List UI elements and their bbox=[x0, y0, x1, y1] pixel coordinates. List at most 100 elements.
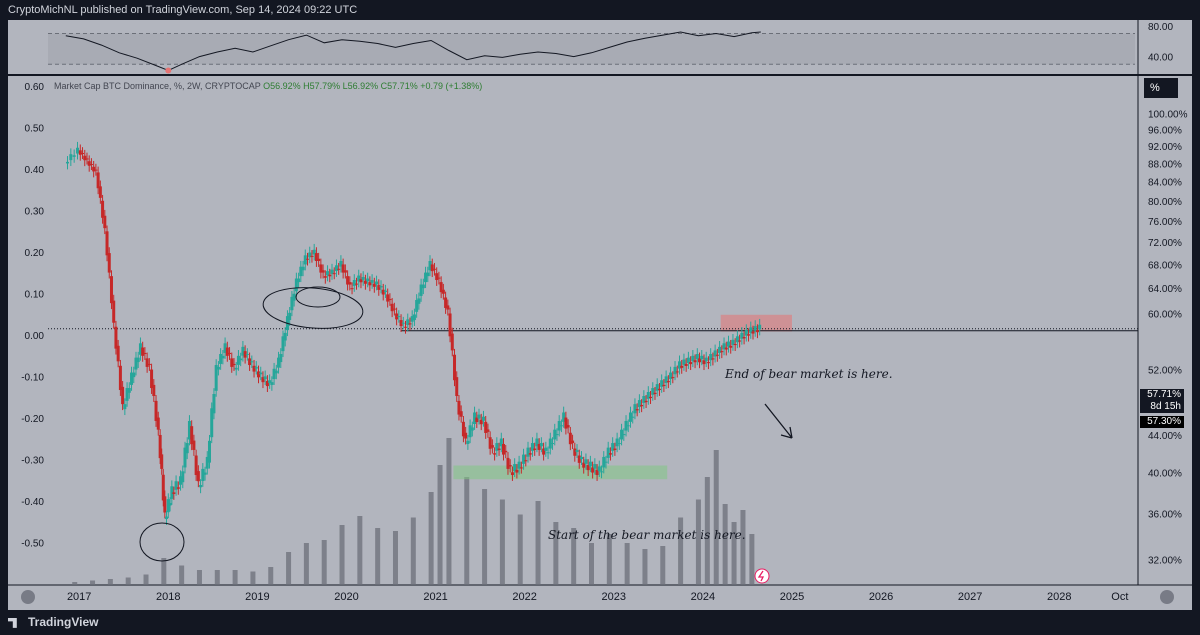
candle-body bbox=[263, 376, 267, 380]
candle-body bbox=[441, 289, 445, 294]
candle-body bbox=[588, 461, 592, 467]
candle-body bbox=[711, 358, 715, 360]
candle-body bbox=[377, 285, 381, 290]
candle-body bbox=[751, 331, 755, 334]
candle-body bbox=[256, 371, 260, 378]
down-arrow-icon bbox=[764, 403, 793, 439]
candle-body bbox=[582, 462, 586, 468]
tradingview-logo[interactable]: TradingView bbox=[8, 610, 98, 635]
volume-bar bbox=[695, 499, 701, 585]
candle-body bbox=[158, 434, 162, 459]
time-tick-label: 2017 bbox=[67, 591, 91, 603]
candle-body bbox=[635, 409, 639, 411]
candle-body bbox=[530, 443, 534, 451]
candle-body bbox=[444, 297, 448, 308]
candle-body bbox=[98, 186, 102, 198]
candle-body bbox=[684, 363, 688, 366]
axes: 100.00% 96.00% 92.00% 88.00% 84.00% 80.00% 76.… bbox=[21, 82, 1188, 604]
candle-body bbox=[199, 484, 203, 488]
volume-bar bbox=[749, 534, 755, 585]
circle-drawing bbox=[262, 287, 364, 329]
candle-body bbox=[606, 447, 610, 458]
candle-body bbox=[390, 303, 394, 312]
price-tick-label: 40.00% bbox=[1148, 468, 1182, 479]
candle-body bbox=[196, 471, 200, 482]
candle-body bbox=[633, 404, 637, 414]
candle-body bbox=[718, 346, 722, 353]
price-tick-label: 76.00% bbox=[1148, 217, 1182, 228]
candle-body bbox=[388, 299, 392, 301]
settings-dot-icon[interactable] bbox=[1160, 590, 1174, 604]
rsi-tick-label: 80.00 bbox=[1148, 22, 1173, 33]
time-tick-label: 2020 bbox=[334, 591, 358, 603]
candle-body bbox=[669, 372, 673, 380]
candle-body bbox=[290, 296, 294, 311]
candle-body bbox=[628, 412, 632, 422]
chart-frame[interactable] bbox=[8, 20, 1192, 610]
candle-body bbox=[121, 386, 125, 405]
candle-body bbox=[644, 400, 648, 403]
candle-body bbox=[700, 355, 704, 360]
candle-body bbox=[417, 298, 421, 304]
publisher-bar: CryptoMichNL published on TradingView.co… bbox=[0, 0, 1200, 20]
volume-bar bbox=[303, 543, 309, 585]
volume-bar bbox=[589, 543, 594, 585]
candle-body bbox=[363, 280, 367, 284]
candle-body bbox=[622, 434, 626, 436]
candle-body bbox=[205, 456, 209, 469]
candle-body bbox=[608, 453, 612, 455]
candle-body bbox=[350, 288, 354, 290]
candle-body bbox=[308, 252, 312, 258]
candle-body bbox=[323, 276, 327, 278]
volume-bar bbox=[250, 571, 256, 585]
volume-bar bbox=[125, 577, 131, 585]
candle-body bbox=[640, 404, 644, 407]
candle-body bbox=[150, 369, 154, 389]
volume-bar bbox=[72, 582, 78, 585]
candle-body bbox=[749, 327, 753, 333]
candle-body bbox=[138, 343, 142, 355]
candle-body bbox=[524, 460, 528, 462]
volume-bar bbox=[731, 522, 737, 585]
candle-body bbox=[695, 354, 699, 360]
volume-bar bbox=[357, 516, 363, 585]
candle-body bbox=[214, 365, 218, 391]
candle-body bbox=[738, 340, 742, 342]
volume-bar bbox=[286, 552, 292, 585]
candle-body bbox=[651, 388, 655, 395]
candle-body bbox=[455, 377, 459, 397]
candle-body bbox=[254, 366, 258, 369]
candle-body bbox=[564, 417, 568, 429]
volume-bar bbox=[535, 501, 541, 585]
candle-body bbox=[330, 269, 334, 274]
volume-bar bbox=[179, 565, 185, 585]
candle-body bbox=[326, 271, 330, 276]
settings-dot-icon[interactable] bbox=[21, 590, 35, 604]
unit-toggle-button[interactable]: % bbox=[1144, 78, 1178, 98]
candle-body bbox=[281, 336, 285, 352]
price-tick-label: 88.00% bbox=[1148, 159, 1182, 170]
candle-body bbox=[248, 358, 252, 366]
candle-body bbox=[112, 300, 116, 323]
lightning-icon[interactable] bbox=[754, 568, 770, 584]
candle-body bbox=[539, 443, 543, 447]
candle-body bbox=[141, 347, 145, 356]
candle-body bbox=[259, 372, 263, 375]
candle-body bbox=[245, 354, 249, 356]
candle-body bbox=[207, 440, 211, 463]
candle-body bbox=[731, 339, 735, 345]
candle-body bbox=[726, 341, 730, 347]
candle-body bbox=[693, 360, 697, 363]
candle-body bbox=[230, 358, 234, 367]
candle-body bbox=[680, 365, 684, 368]
candle-body bbox=[715, 354, 719, 356]
candle-body bbox=[341, 264, 345, 273]
candle-body bbox=[593, 464, 597, 469]
candle-body bbox=[519, 467, 523, 469]
candle-body bbox=[535, 438, 539, 447]
candle-body bbox=[216, 366, 220, 370]
candle-body bbox=[459, 411, 463, 417]
candle-body bbox=[753, 326, 757, 331]
candle-body bbox=[473, 412, 477, 424]
